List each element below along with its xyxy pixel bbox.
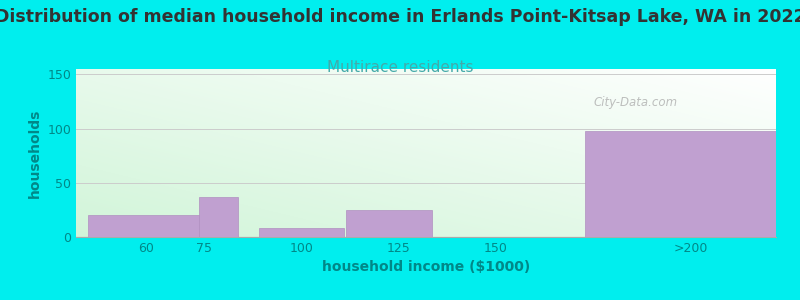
Text: Distribution of median household income in Erlands Point-Kitsap Lake, WA in 2022: Distribution of median household income … bbox=[0, 8, 800, 26]
Text: City-Data.com: City-Data.com bbox=[594, 96, 678, 109]
X-axis label: household income ($1000): household income ($1000) bbox=[322, 260, 530, 274]
Bar bbox=[199, 197, 238, 237]
Y-axis label: households: households bbox=[28, 108, 42, 198]
Bar bbox=[88, 215, 204, 237]
Bar bbox=[586, 131, 780, 237]
Text: Multirace residents: Multirace residents bbox=[326, 60, 474, 75]
Bar bbox=[346, 210, 432, 237]
Bar bbox=[258, 228, 344, 237]
